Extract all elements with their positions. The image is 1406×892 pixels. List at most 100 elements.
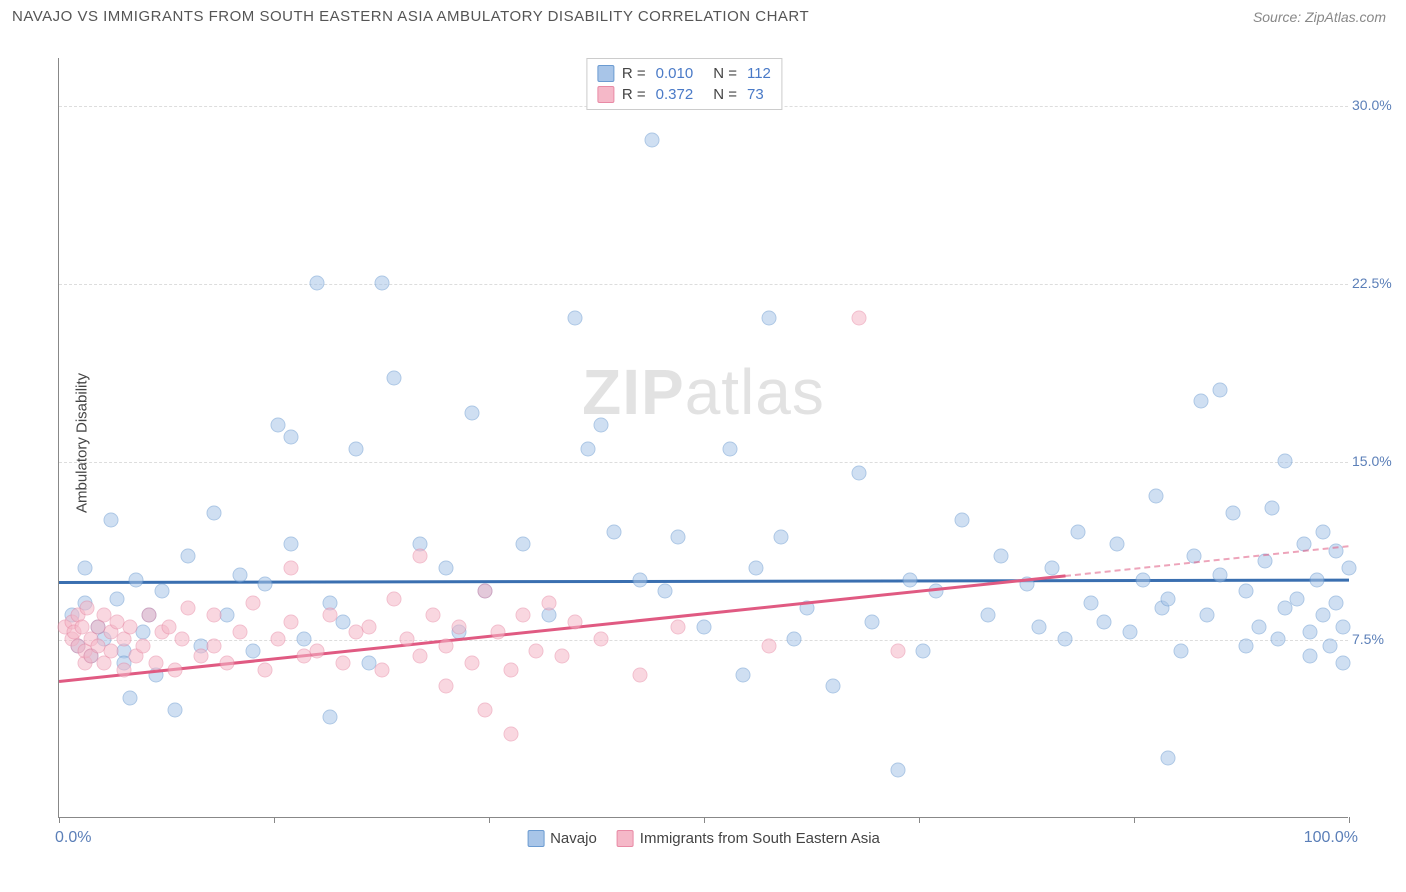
data-point (1161, 591, 1176, 606)
data-point (1109, 536, 1124, 551)
data-point (851, 465, 866, 480)
data-point (1058, 631, 1073, 646)
data-point (1322, 639, 1337, 654)
legend-r-label: R = (622, 86, 646, 103)
data-point (1174, 643, 1189, 658)
data-point (219, 608, 234, 623)
data-point (477, 703, 492, 718)
data-point (110, 591, 125, 606)
x-axis-min-label: 0.0% (55, 829, 91, 847)
x-tick-mark (1134, 817, 1135, 823)
data-point (168, 662, 183, 677)
data-point (245, 596, 260, 611)
data-point (671, 529, 686, 544)
data-point (335, 655, 350, 670)
data-point (761, 311, 776, 326)
data-point (1084, 596, 1099, 611)
data-point (1290, 591, 1305, 606)
data-point (1277, 601, 1292, 616)
data-point (787, 631, 802, 646)
data-point (322, 710, 337, 725)
legend-stat-row: R =0.010N =112 (597, 63, 771, 84)
data-point (181, 601, 196, 616)
data-point (580, 441, 595, 456)
data-point (413, 548, 428, 563)
plot-area: ZIPatlas R =0.010N =112R =0.372N =73 0.0… (58, 58, 1348, 818)
data-point (890, 643, 905, 658)
data-point (142, 608, 157, 623)
data-point (568, 311, 583, 326)
data-point (310, 275, 325, 290)
data-point (1303, 648, 1318, 663)
data-point (297, 631, 312, 646)
watermark: ZIPatlas (582, 355, 825, 429)
data-point (464, 655, 479, 670)
data-point (903, 572, 918, 587)
data-point (1225, 506, 1240, 521)
legend-stat-row: R =0.372N =73 (597, 84, 771, 105)
data-point (80, 601, 95, 616)
data-point (322, 608, 337, 623)
data-point (1213, 567, 1228, 582)
data-point (77, 560, 92, 575)
legend-n-label: N = (713, 65, 737, 82)
data-point (1277, 453, 1292, 468)
data-point (400, 631, 415, 646)
legend-r-value: 0.372 (656, 86, 694, 103)
data-point (1200, 608, 1215, 623)
gridline (59, 284, 1348, 285)
data-point (451, 620, 466, 635)
data-point (161, 620, 176, 635)
data-point (245, 643, 260, 658)
data-point (439, 560, 454, 575)
data-point (413, 648, 428, 663)
data-point (464, 406, 479, 421)
data-point (568, 615, 583, 630)
data-point (271, 631, 286, 646)
data-point (477, 584, 492, 599)
data-point (129, 572, 144, 587)
data-point (348, 441, 363, 456)
data-point (135, 639, 150, 654)
data-point (529, 643, 544, 658)
data-point (232, 567, 247, 582)
data-point (1238, 584, 1253, 599)
legend-item: Immigrants from South Eastern Asia (617, 830, 880, 847)
chart-header: NAVAJO VS IMMIGRANTS FROM SOUTH EASTERN … (0, 0, 1406, 29)
x-tick-mark (274, 817, 275, 823)
data-point (1309, 572, 1324, 587)
data-point (206, 506, 221, 521)
data-point (361, 620, 376, 635)
data-point (916, 643, 931, 658)
legend-label: Navajo (550, 830, 597, 847)
data-point (155, 584, 170, 599)
data-point (206, 608, 221, 623)
data-point (284, 536, 299, 551)
data-point (271, 418, 286, 433)
data-point (1238, 639, 1253, 654)
data-point (1193, 394, 1208, 409)
data-point (671, 620, 686, 635)
data-point (555, 648, 570, 663)
x-tick-mark (489, 817, 490, 823)
data-point (1316, 525, 1331, 540)
data-point (593, 631, 608, 646)
data-point (426, 608, 441, 623)
trend-line (59, 578, 1349, 583)
x-axis-max-label: 100.0% (1304, 829, 1358, 847)
data-point (1135, 572, 1150, 587)
y-tick-label: 15.0% (1352, 453, 1402, 469)
data-point (439, 639, 454, 654)
data-point (632, 667, 647, 682)
chart-container: Ambulatory Disability ZIPatlas R =0.010N… (40, 48, 1380, 838)
legend-series: Navajo Immigrants from South Eastern Asia (527, 830, 880, 847)
x-tick-mark (1349, 817, 1350, 823)
data-point (606, 525, 621, 540)
legend-swatch (617, 830, 634, 847)
data-point (258, 577, 273, 592)
data-point (735, 667, 750, 682)
y-tick-label: 22.5% (1352, 275, 1402, 291)
data-point (1032, 620, 1047, 635)
data-point (284, 615, 299, 630)
data-point (1335, 620, 1350, 635)
